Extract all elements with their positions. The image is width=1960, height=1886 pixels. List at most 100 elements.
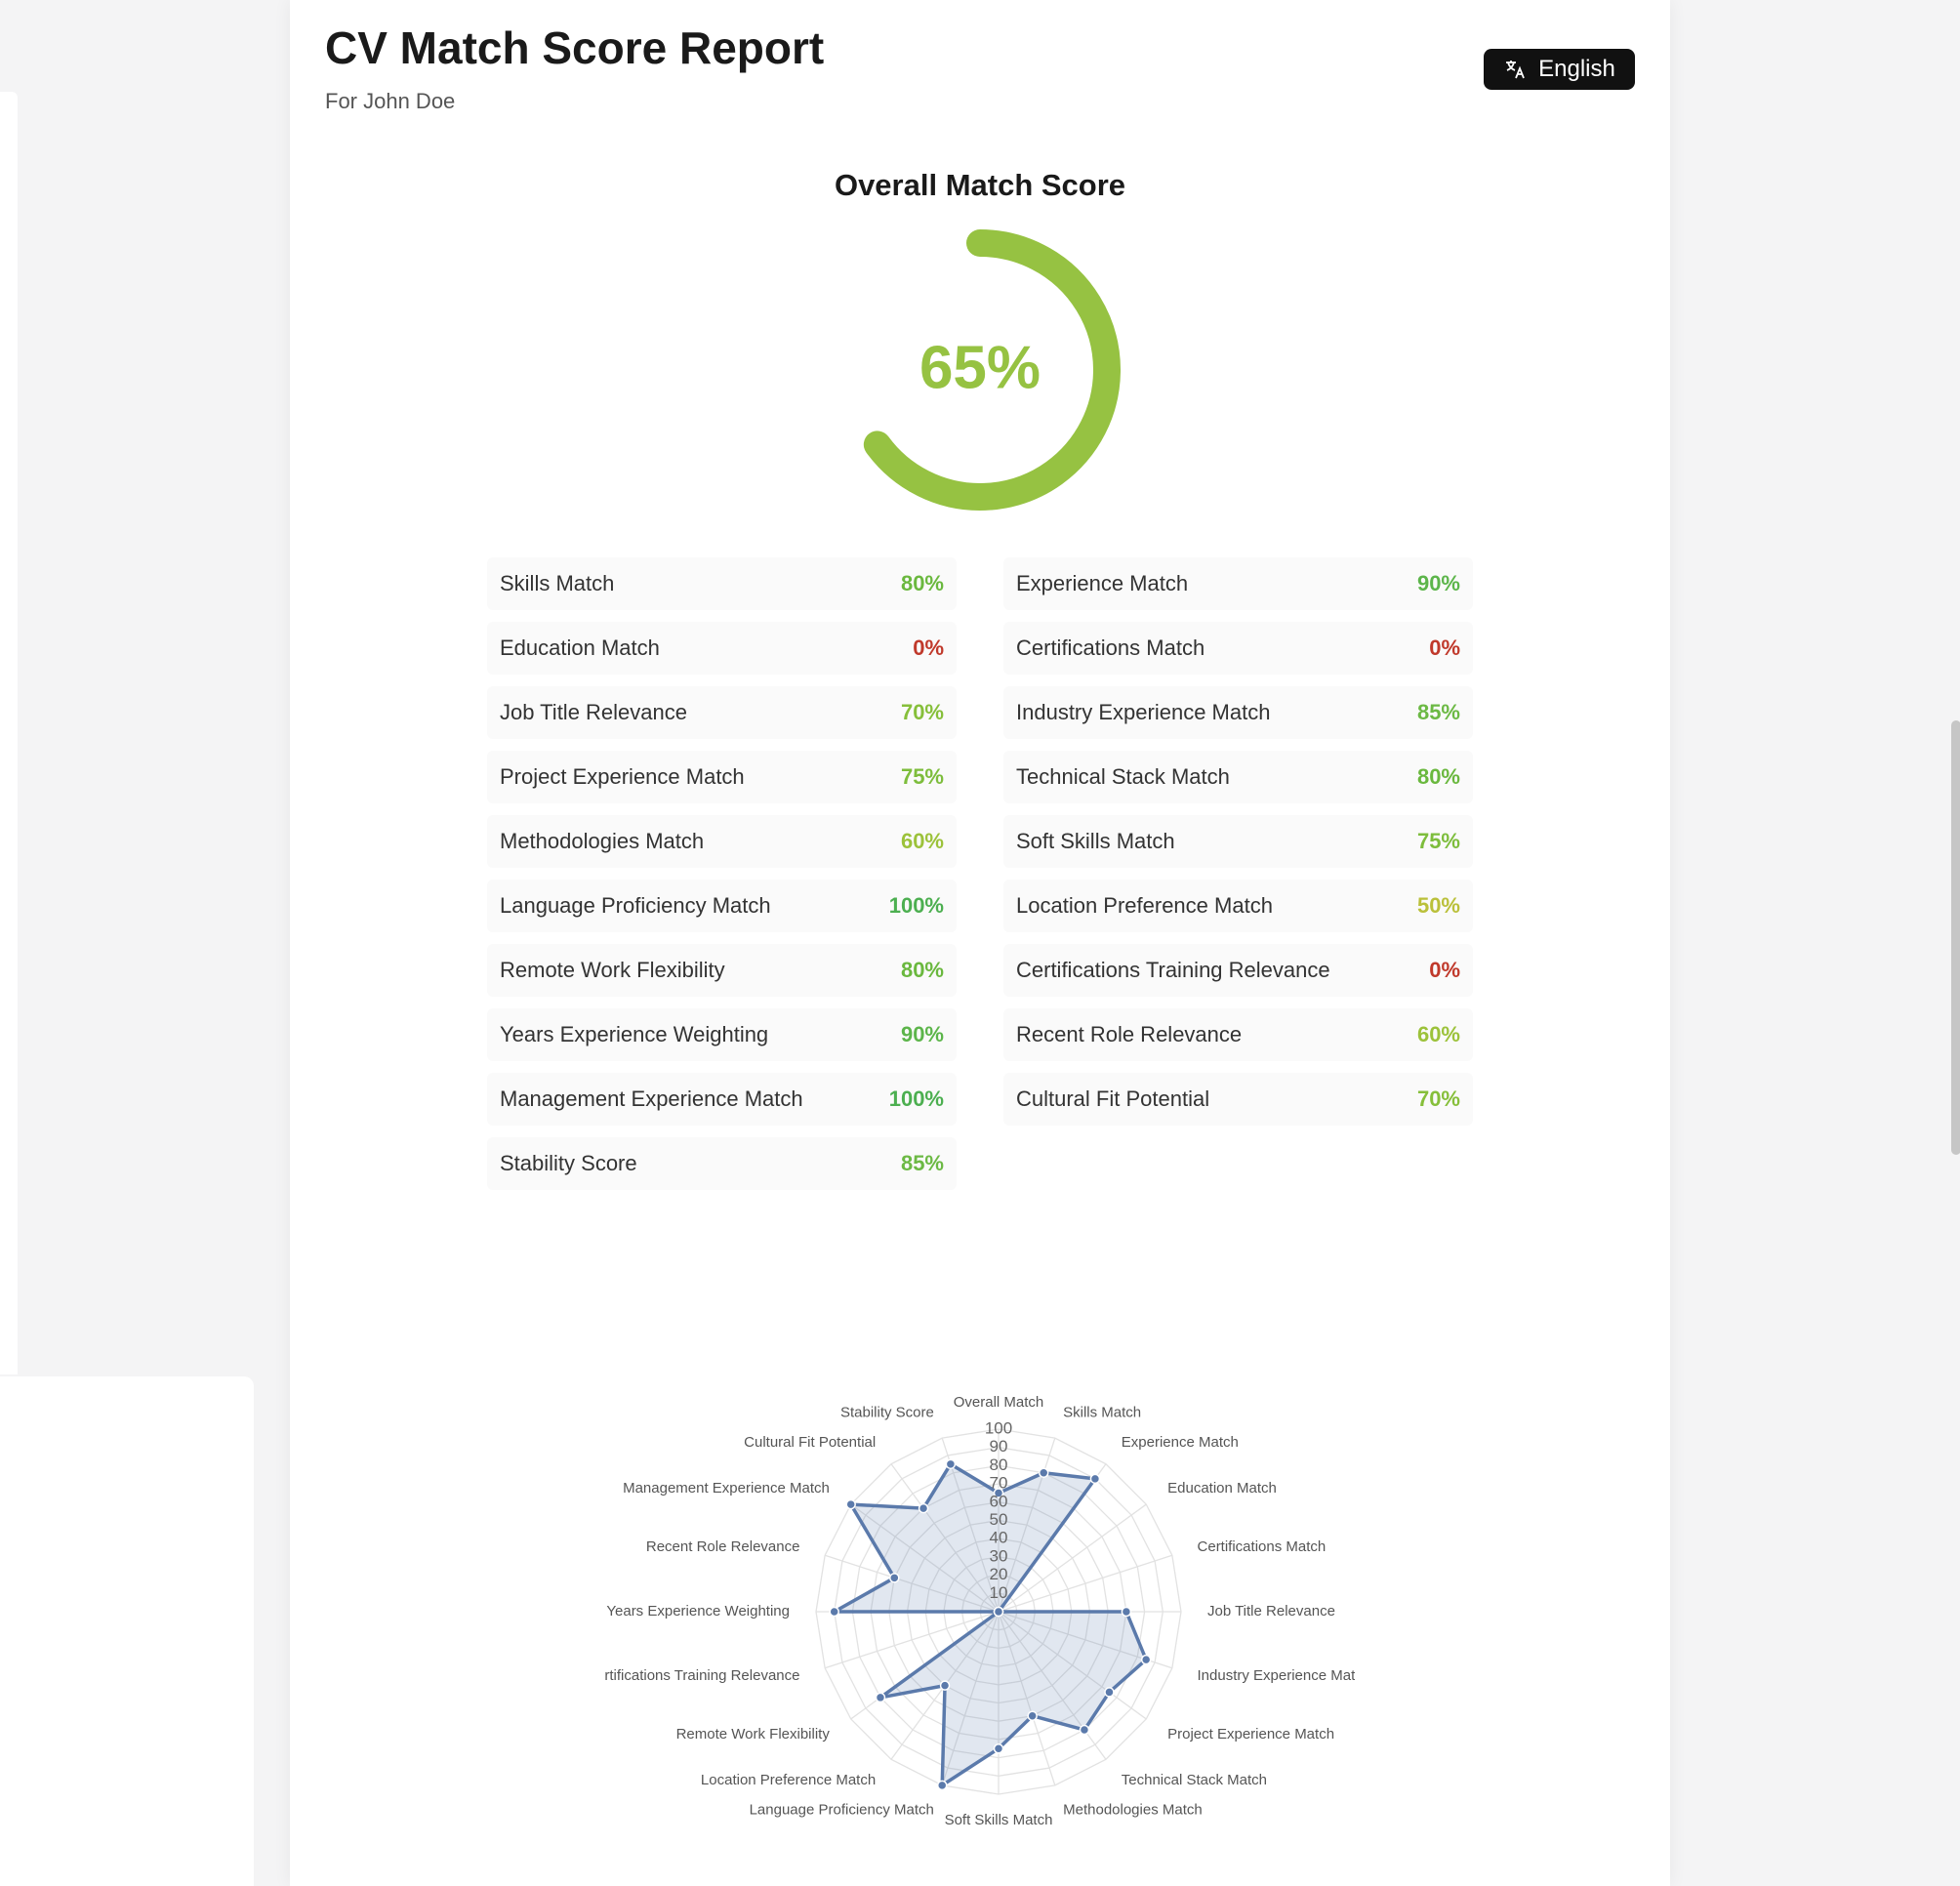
language-button[interactable]: English [1484,49,1635,90]
category-label: Years Experience Weighting [606,1603,790,1620]
category-label: Soft Skills Match [945,1812,1053,1828]
overall-score: 65% [919,334,1041,401]
category-label: Location Preference Match [701,1772,876,1788]
spoke [890,1463,1000,1613]
translate-icon [1506,61,1525,79]
category-label: Management Experience Match [623,1480,830,1496]
metric-value: 50% [1416,893,1460,918]
overall-title: Overall Match Score [834,168,1126,202]
metric-label: Language Proficiency Match [500,893,771,918]
data-point [1089,1473,1101,1485]
r-tick-label: 20 [990,1565,1008,1583]
category-label: Experience Match [1122,1434,1239,1451]
metric-label: Skills Match [500,571,615,595]
category-label: Overall Match [954,1394,1044,1411]
category-label: Remote Work Flexibility [676,1726,831,1742]
r-tick-label: 100 [985,1418,1012,1437]
side-panel [0,92,18,1374]
metric-value: 100% [888,893,944,918]
metric-value: 85% [1416,700,1460,724]
metric-row: Technical Stack Match 80% [1003,751,1473,803]
spoke [998,1611,1107,1760]
data-point [845,1498,856,1510]
metric-row: Language Proficiency Match 100% [487,880,957,932]
category-label: Cultural Fit Potential [744,1434,876,1451]
metric-label: Experience Match [1016,571,1189,595]
scrollbar[interactable] [1951,720,1960,1155]
data-point [1038,1467,1049,1478]
metric-row: Certifications Training Relevance 0% [1003,944,1473,997]
category-label: Certifications Match [1198,1538,1327,1555]
metric-value: 70% [900,700,944,724]
metric-label: Project Experience Match [500,764,745,789]
language-label: English [1538,56,1615,82]
metric-label: Soft Skills Match [1016,829,1175,853]
gauge: 65% [863,229,1121,511]
data-point [1079,1724,1090,1736]
metric-row: Job Title Relevance 70% [487,686,957,739]
spoke [824,1611,1000,1669]
data-point [829,1606,839,1618]
spoke [998,1611,1147,1720]
report-card [290,0,1670,1886]
data-point [993,1606,1004,1618]
category-label: Technical Stack Match [1122,1772,1267,1788]
metric-row: Skills Match 80% [487,557,957,610]
category-label: Job Title Relevance [1207,1603,1335,1620]
metric-row: Recent Role Relevance 60% [1003,1008,1473,1061]
metric-label: Education Match [500,636,660,660]
r-tick-label: 70 [990,1474,1008,1493]
metric-value: 100% [888,1086,944,1111]
spoke [998,1611,1056,1786]
metric-value: 0% [1429,636,1460,660]
data-point [936,1780,948,1791]
metric-label: Recent Role Relevance [1016,1022,1243,1046]
metric-label: Methodologies Match [500,829,705,853]
r-tick-label: 90 [990,1437,1008,1456]
report-title: CV Match Score Report [325,22,825,73]
metric-row: Certifications Match 0% [1003,622,1473,675]
metric-value: 85% [900,1151,944,1175]
category-label: Language Proficiency Match [750,1801,934,1818]
data-area [832,1462,1148,1787]
data-point [945,1458,957,1470]
category-label: Project Experience Match [1167,1726,1334,1742]
r-tick-label: 80 [990,1456,1008,1474]
r-tick-label: 50 [990,1510,1008,1529]
data-point [1104,1687,1115,1698]
category-label: Recent Role Relevance [646,1538,800,1555]
metric-value: 80% [900,571,944,595]
metric-row: Management Experience Match 100% [487,1073,957,1126]
metric-label: Technical Stack Match [1016,764,1230,789]
data-point [889,1573,900,1583]
category-label: Education Match [1167,1480,1277,1496]
metric-value: 70% [1416,1086,1460,1111]
data-point [939,1680,951,1691]
spoke [998,1437,1056,1613]
metric-value: 75% [900,764,944,789]
metric-label: Years Experience Weighting [500,1022,769,1046]
spoke [998,1554,1173,1613]
metric-label: Management Experience Match [500,1086,803,1111]
data-point [993,1488,1004,1498]
metric-value: 0% [913,636,944,660]
metric-label: Stability Score [500,1151,637,1175]
metric-row: Location Preference Match 50% [1003,880,1473,932]
metric-value: 90% [1416,571,1460,595]
data-point [918,1502,929,1514]
r-tick-label: 60 [990,1492,1008,1510]
metric-label: Remote Work Flexibility [500,958,725,982]
metric-label: Job Title Relevance [500,700,687,724]
metric-value: 60% [1416,1022,1460,1046]
metric-row: Experience Match 90% [1003,557,1473,610]
spoke [850,1503,1000,1613]
data-point [875,1692,886,1703]
metric-value: 0% [1429,958,1460,982]
metric-value: 60% [900,829,944,853]
metric-row: Remote Work Flexibility 80% [487,944,957,997]
metric-row: Methodologies Match 60% [487,815,957,868]
data-point [1121,1606,1132,1618]
metric-label: Certifications Training Relevance [1016,958,1330,982]
